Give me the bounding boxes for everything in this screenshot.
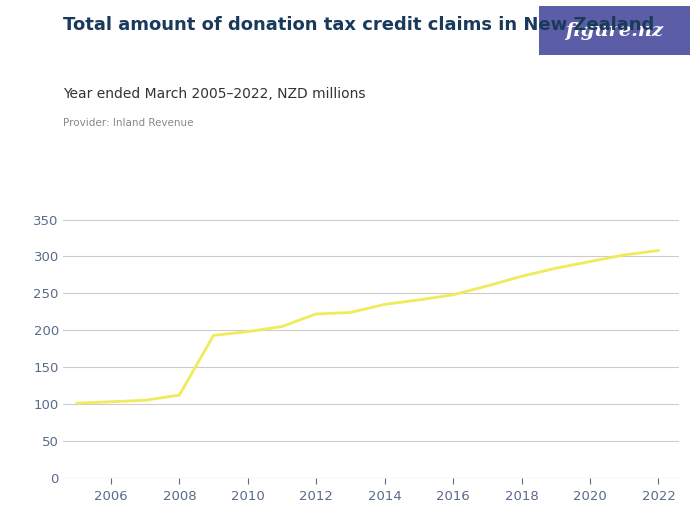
Text: figure.nz: figure.nz [565, 22, 664, 40]
Text: Total amount of donation tax credit claims in New Zealand: Total amount of donation tax credit clai… [63, 16, 655, 34]
Text: Provider: Inland Revenue: Provider: Inland Revenue [63, 118, 193, 128]
Text: Year ended March 2005–2022, NZD millions: Year ended March 2005–2022, NZD millions [63, 87, 365, 101]
